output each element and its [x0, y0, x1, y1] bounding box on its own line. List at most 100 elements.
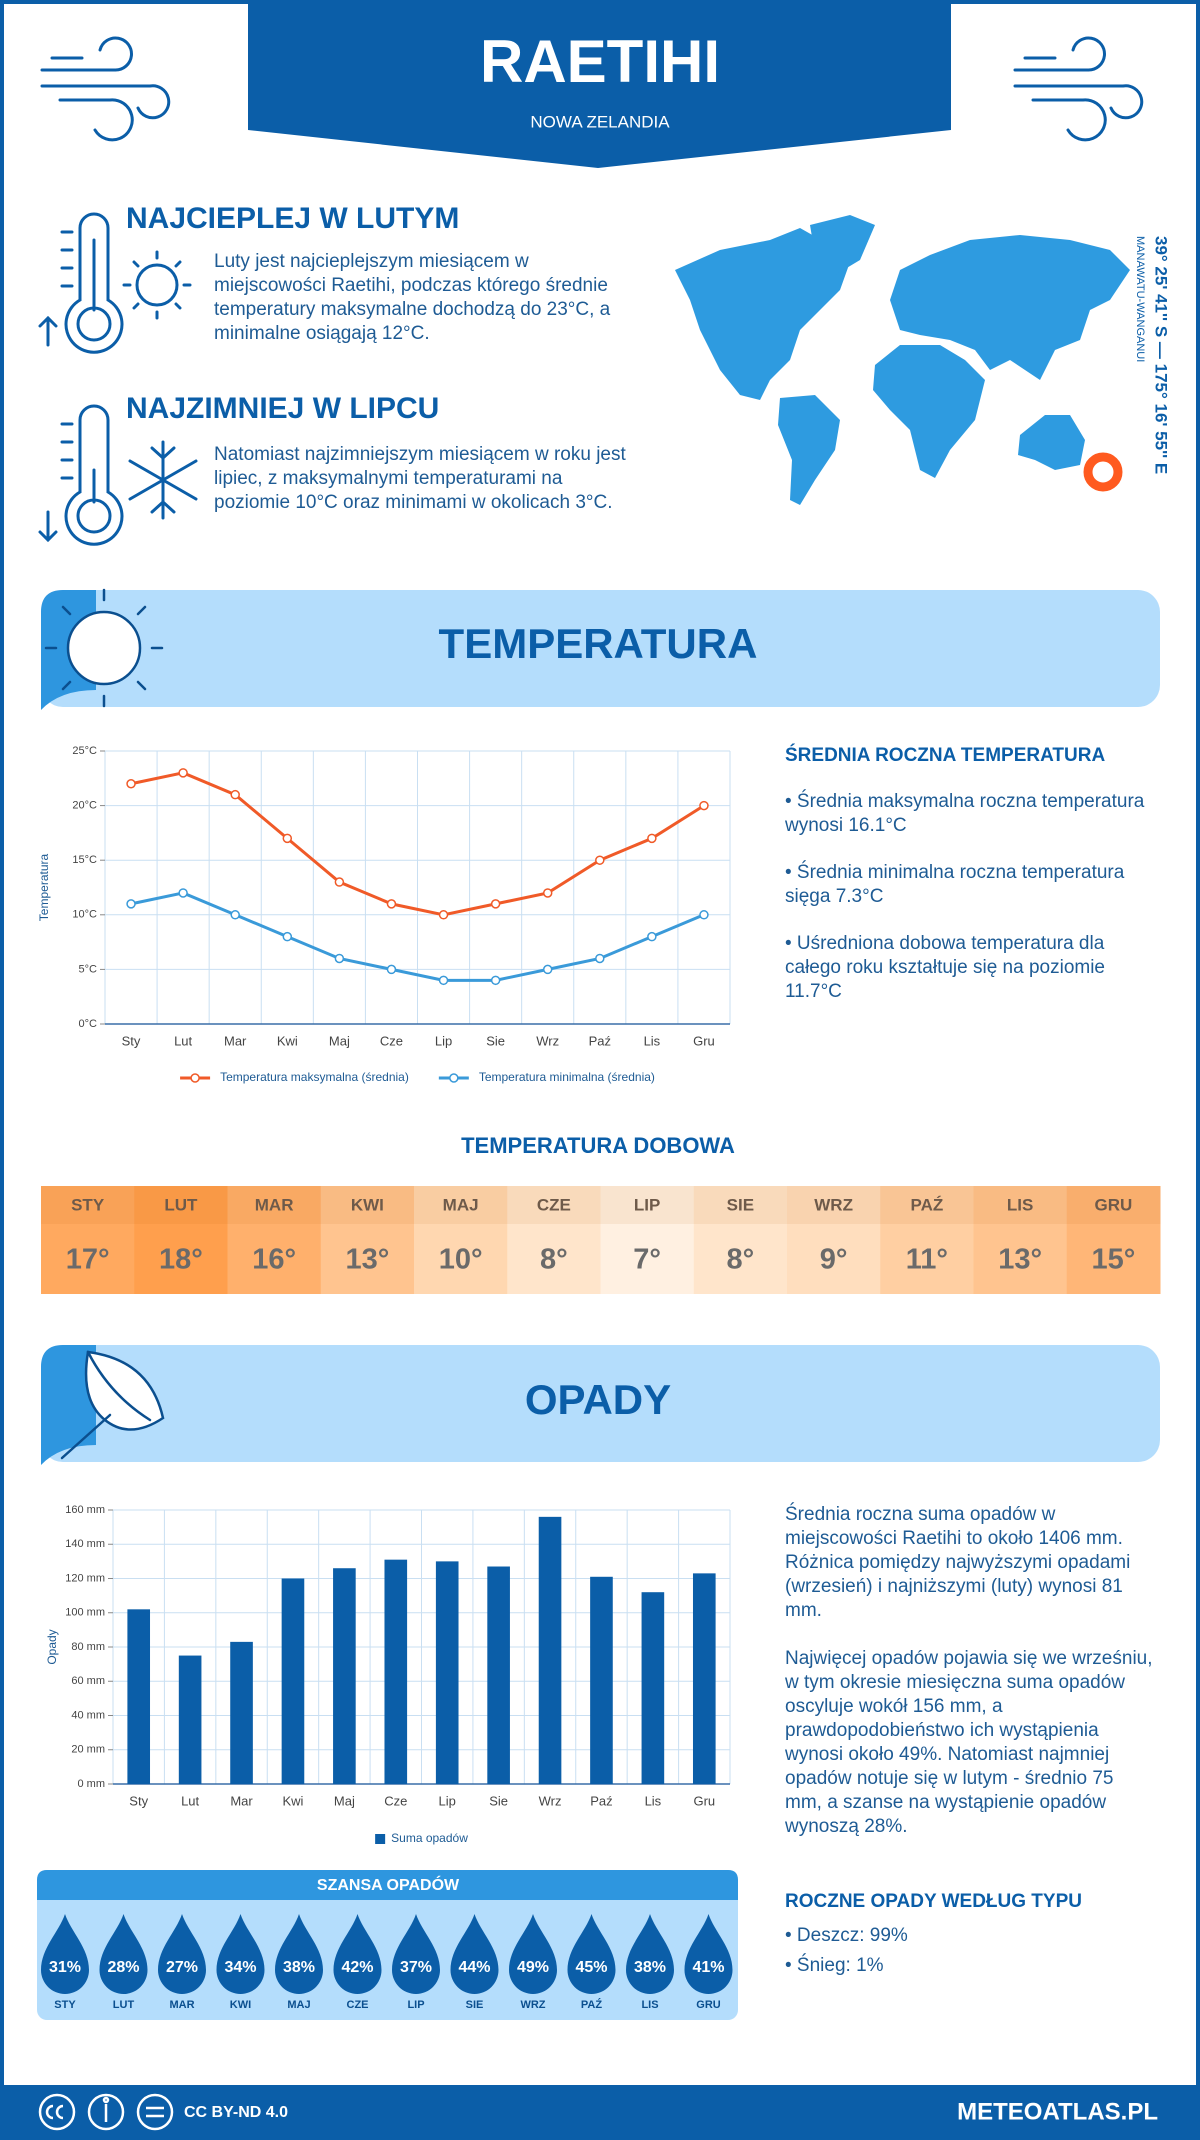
point [334, 877, 345, 887]
x-tick-label: Wrz [536, 1033, 559, 1048]
precip-banner [41, 1345, 1160, 1462]
y-tick-label: 120 mm [65, 1572, 105, 1584]
point [595, 855, 605, 865]
month-cell [134, 1186, 228, 1224]
value-cell [880, 1224, 974, 1294]
chance-value: 28% [107, 1959, 139, 1976]
daily-value: 10° [439, 1244, 483, 1276]
month-shade [507, 1186, 601, 1224]
chance-month: LUT [113, 1999, 135, 2011]
world-map [675, 215, 1130, 505]
x-tick-label: Maj [329, 1033, 350, 1048]
legend: Suma opadów [375, 1831, 468, 1845]
x-tick-label: Lut [181, 1793, 199, 1808]
city-title: RAETIHI [480, 28, 720, 95]
chance-value: 49% [517, 1959, 549, 1976]
x-tick-label: Kwi [282, 1793, 303, 1808]
month-cell [320, 1186, 415, 1224]
summary-item: • Średnia minimalna roczna temperatura s… [785, 862, 1125, 907]
rain-drop [275, 1914, 323, 1994]
footer [0, 2085, 1200, 2140]
region: MANAWATU-WANGANUI [1134, 236, 1146, 362]
month-label: LIP [634, 1195, 660, 1214]
chance-month: MAR [169, 1999, 194, 2011]
rain-drop [216, 1914, 265, 1994]
chance-month: KWI [230, 1999, 251, 2011]
location-marker [1083, 452, 1123, 492]
x-tick-label: Paź [589, 1033, 611, 1048]
value-cell [600, 1224, 695, 1294]
y-tick-label: 100 mm [65, 1607, 105, 1619]
license: CC BY-ND 4.0 [184, 2104, 288, 2121]
point [438, 910, 449, 920]
line [130, 771, 705, 917]
chance-value: 37% [400, 1959, 432, 1976]
rain-drop [41, 1914, 89, 1994]
point [230, 789, 240, 800]
month-cell [227, 1186, 322, 1224]
type-item: • Deszcz: 99% [785, 1925, 908, 1946]
month-shade [787, 1186, 881, 1224]
chance-value: 45% [575, 1959, 607, 1976]
rain-drop [509, 1914, 557, 1994]
chance-value: 34% [224, 1959, 256, 1976]
month-cell [1066, 1186, 1161, 1224]
x-tick-label: Lis [644, 1033, 661, 1048]
bar [281, 1578, 305, 1784]
chance-title: SZANSA OPADÓW [317, 1875, 460, 1894]
bar [230, 1641, 253, 1784]
point [699, 910, 709, 920]
chance-value: 27% [166, 1959, 198, 1976]
point [490, 975, 501, 986]
month-label: STY [71, 1195, 105, 1214]
type-item: • Śnieg: 1% [785, 1955, 884, 1976]
value-cell [507, 1224, 601, 1294]
month-shade [320, 1186, 415, 1224]
legend-label: Suma opadów [391, 1831, 468, 1845]
legend-label: Temperatura minimalna (średnia) [479, 1070, 655, 1084]
daily-value: 13° [345, 1244, 389, 1276]
month-shade [693, 1186, 788, 1224]
bar [127, 1609, 151, 1784]
summary-item: • Średnia maksymalna roczna temperatura … [785, 791, 1145, 836]
bar [384, 1559, 408, 1784]
x-tick-label: Mar [224, 1033, 247, 1048]
umbrella-icon [60, 1350, 165, 1460]
month-cell [787, 1186, 881, 1224]
y-tick-label: 80 mm [71, 1641, 105, 1653]
chance-month: GRU [696, 1999, 721, 2011]
y-tick-label: 20 mm [71, 1744, 105, 1756]
point [386, 899, 397, 909]
month-label: LUT [164, 1195, 198, 1214]
month-shade [227, 1186, 322, 1224]
month-label: LIS [1007, 1195, 1033, 1214]
month-cell [600, 1186, 695, 1224]
point [230, 910, 240, 920]
y-axis-label: Temperatura [37, 853, 51, 921]
x-tick-label: Maj [334, 1793, 355, 1808]
point [542, 888, 553, 898]
daily-value: 18° [159, 1244, 203, 1276]
bar [538, 1516, 562, 1784]
precip-text: Średnia roczna suma opadów w miejscowośc… [785, 1504, 1131, 1621]
daily-value: 8° [540, 1244, 568, 1276]
point [490, 899, 501, 909]
country: NOWA ZELANDIA [530, 112, 670, 131]
bar [692, 1573, 716, 1784]
banner-corner [41, 1345, 96, 1465]
month-shade [1066, 1186, 1161, 1224]
chance-month: STY [54, 1999, 76, 2011]
y-tick-label: 20°C [72, 800, 97, 812]
point [542, 964, 553, 975]
chance-header [37, 1870, 738, 1900]
y-tick-label: 10°C [72, 909, 97, 921]
chance-month: WRZ [520, 1999, 545, 2011]
x-tick-label: Wrz [539, 1793, 562, 1808]
month-cell [414, 1186, 508, 1224]
temperature-banner [41, 590, 1160, 707]
x-tick-label: Sty [129, 1793, 148, 1808]
y-tick-label: 15°C [72, 854, 97, 866]
coldest-title: NAJZIMNIEJ W LIPCU [126, 392, 440, 425]
x-tick-label: Lut [174, 1033, 192, 1048]
bar [333, 1568, 356, 1784]
